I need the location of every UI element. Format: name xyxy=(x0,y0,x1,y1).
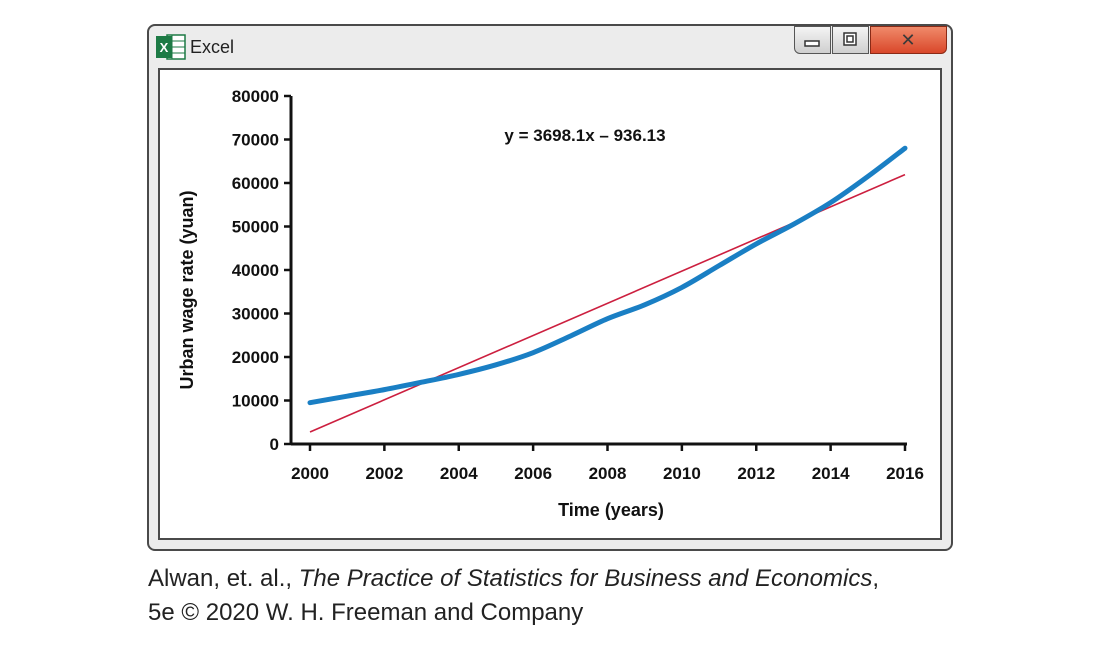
caption-book-title: The Practice of Statistics for Business … xyxy=(298,565,873,592)
window-titlebar[interactable]: X Excel ✕ xyxy=(149,26,951,68)
y-tick-label: 30000 xyxy=(232,305,279,324)
close-glyph: ✕ xyxy=(900,30,915,51)
close-icon: ✕ xyxy=(900,30,915,51)
x-tick-label: 2008 xyxy=(589,464,627,483)
x-tick-label: 2010 xyxy=(663,464,701,483)
x-tick-label: 2004 xyxy=(440,464,478,483)
x-tick-label: 2002 xyxy=(365,464,403,483)
caption-line-1: Alwan, et. al., The Practice of Statisti… xyxy=(148,562,879,596)
caption-comma: , xyxy=(872,565,879,592)
y-tick-label: 40000 xyxy=(232,261,279,280)
caption-line-2: 5e © 2020 W. H. Freeman and Company xyxy=(148,599,584,626)
close-button[interactable]: ✕ xyxy=(870,26,947,54)
excel-app-icon: X xyxy=(156,34,186,60)
trendline-equation: y = 3698.1x – 936.13 xyxy=(504,126,665,145)
wage-rate-series-line xyxy=(307,145,908,406)
y-tick-label: 20000 xyxy=(232,348,279,367)
maximize-button[interactable] xyxy=(832,26,869,54)
excel-window: X Excel ✕ 0 10000 20000 30000 40000 50000 6000… xyxy=(147,24,953,551)
y-tick-label: 70000 xyxy=(232,131,279,150)
y-tick-label: 80000 xyxy=(232,87,279,106)
x-tick-label: 2016 xyxy=(886,464,924,483)
y-tick-label: 0 xyxy=(270,435,279,454)
x-tick-label: 2006 xyxy=(514,464,552,483)
x-axis-title: Time (years) xyxy=(558,500,664,520)
y-tick-label: 50000 xyxy=(232,218,279,237)
figure-caption: Alwan, et. al., The Practice of Statisti… xyxy=(148,562,879,630)
caption-authors: Alwan, et. al., xyxy=(148,565,299,592)
x-tick-label: 2000 xyxy=(291,464,329,483)
chart-area: 0 10000 20000 30000 40000 50000 60000 70000 8000… xyxy=(158,68,942,540)
y-tick-label: 60000 xyxy=(232,174,279,193)
excel-icon-letter: X xyxy=(160,40,169,55)
window-title: Excel xyxy=(190,37,235,57)
minimize-button[interactable] xyxy=(794,26,831,54)
x-tick-label: 2012 xyxy=(737,464,775,483)
minimize-icon xyxy=(804,40,820,47)
y-tick-label: 10000 xyxy=(232,392,279,411)
x-tick-label: 2014 xyxy=(812,464,850,483)
maximize-icon xyxy=(843,32,857,46)
y-axis-title: Urban wage rate (yuan) xyxy=(177,190,197,389)
line-chart: 0 10000 20000 30000 40000 50000 60000 70000 8000… xyxy=(177,87,924,520)
